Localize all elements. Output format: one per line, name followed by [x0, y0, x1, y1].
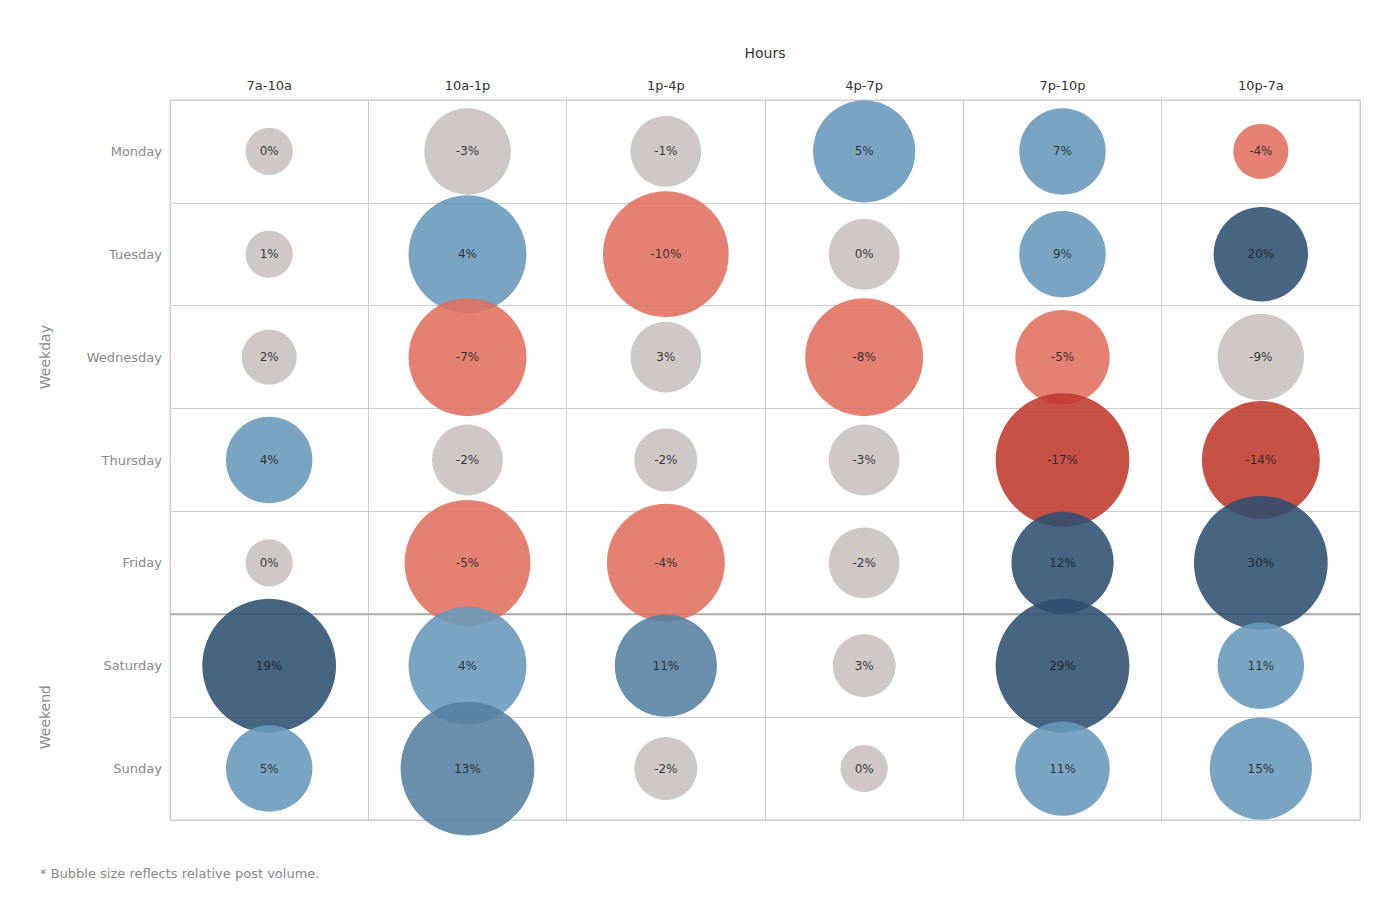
- svg-text:4p-7p: 4p-7p: [845, 78, 883, 93]
- svg-text:-17%: -17%: [1047, 453, 1078, 467]
- svg-text:-2%: -2%: [654, 453, 677, 467]
- svg-text:Sunday: Sunday: [113, 761, 162, 776]
- svg-text:1%: 1%: [260, 247, 279, 261]
- svg-text:Monday: Monday: [111, 144, 163, 159]
- svg-text:Tuesday: Tuesday: [108, 247, 162, 262]
- svg-text:5%: 5%: [260, 762, 279, 776]
- svg-text:0%: 0%: [855, 247, 874, 261]
- svg-text:Weekend: Weekend: [37, 685, 53, 749]
- svg-text:-5%: -5%: [456, 556, 479, 570]
- svg-text:-2%: -2%: [456, 453, 479, 467]
- svg-text:7p-10p: 7p-10p: [1039, 78, 1085, 93]
- svg-text:-10%: -10%: [650, 247, 681, 261]
- svg-text:0%: 0%: [855, 762, 874, 776]
- svg-text:15%: 15%: [1247, 762, 1274, 776]
- svg-text:* Bubble size reflects relativ: * Bubble size reflects relative post vol…: [40, 866, 319, 881]
- svg-text:11%: 11%: [1247, 659, 1274, 673]
- svg-text:-9%: -9%: [1249, 350, 1272, 364]
- svg-text:9%: 9%: [1053, 247, 1072, 261]
- svg-text:Friday: Friday: [123, 555, 163, 570]
- svg-text:11%: 11%: [652, 659, 679, 673]
- svg-text:-3%: -3%: [852, 453, 875, 467]
- svg-text:10p-7a: 10p-7a: [1238, 78, 1284, 93]
- svg-text:Hours: Hours: [744, 45, 785, 61]
- svg-text:-4%: -4%: [654, 556, 677, 570]
- svg-text:19%: 19%: [256, 659, 283, 673]
- svg-text:-5%: -5%: [1051, 350, 1074, 364]
- svg-text:-4%: -4%: [1249, 144, 1272, 158]
- svg-text:Thursday: Thursday: [101, 453, 163, 468]
- svg-text:5%: 5%: [855, 144, 874, 158]
- svg-text:0%: 0%: [260, 556, 279, 570]
- svg-text:-2%: -2%: [654, 762, 677, 776]
- svg-text:Weekday: Weekday: [37, 325, 53, 389]
- svg-text:11%: 11%: [1049, 762, 1076, 776]
- svg-text:4%: 4%: [260, 453, 279, 467]
- svg-text:4%: 4%: [458, 247, 477, 261]
- svg-text:3%: 3%: [656, 350, 675, 364]
- svg-text:2%: 2%: [260, 350, 279, 364]
- svg-text:-8%: -8%: [852, 350, 875, 364]
- svg-text:10a-1p: 10a-1p: [445, 78, 491, 93]
- svg-text:29%: 29%: [1049, 659, 1076, 673]
- svg-text:7a-10a: 7a-10a: [246, 78, 291, 93]
- svg-text:12%: 12%: [1049, 556, 1076, 570]
- svg-text:1p-4p: 1p-4p: [647, 78, 685, 93]
- svg-text:7%: 7%: [1053, 144, 1072, 158]
- svg-text:-14%: -14%: [1245, 453, 1276, 467]
- svg-text:-1%: -1%: [654, 144, 677, 158]
- svg-text:30%: 30%: [1247, 556, 1274, 570]
- svg-text:20%: 20%: [1247, 247, 1274, 261]
- svg-text:Wednesday: Wednesday: [87, 350, 163, 365]
- svg-text:3%: 3%: [855, 659, 874, 673]
- svg-text:4%: 4%: [458, 659, 477, 673]
- svg-text:13%: 13%: [454, 762, 481, 776]
- svg-text:0%: 0%: [260, 144, 279, 158]
- svg-text:-3%: -3%: [456, 144, 479, 158]
- svg-text:-7%: -7%: [456, 350, 479, 364]
- svg-text:-2%: -2%: [852, 556, 875, 570]
- svg-text:Saturday: Saturday: [103, 658, 162, 673]
